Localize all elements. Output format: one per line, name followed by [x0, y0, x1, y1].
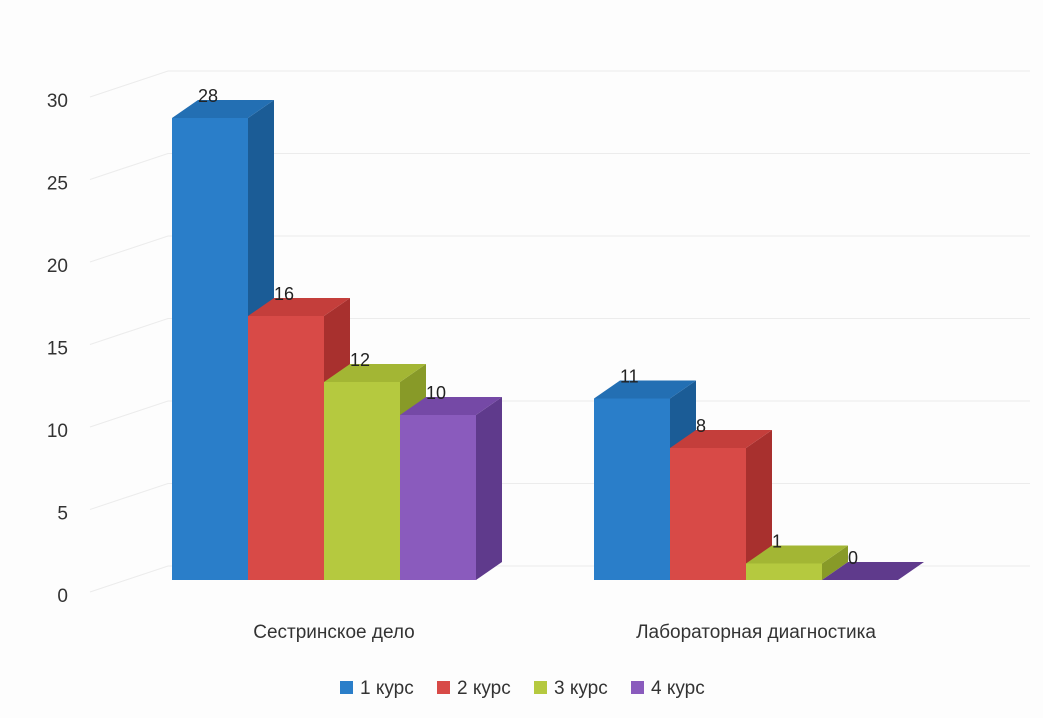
bar-front — [172, 118, 248, 580]
legend-label: 1 курс — [360, 678, 414, 699]
bar-front — [594, 398, 670, 580]
gridline — [89, 235, 1030, 263]
bar-top — [746, 545, 848, 564]
y-tick-label: 15 — [47, 339, 68, 360]
data-label: 28 — [198, 86, 218, 106]
bar-top — [324, 364, 426, 382]
data-label: 11 — [620, 367, 639, 387]
bar-top — [248, 298, 350, 316]
bars — [172, 100, 924, 580]
legend-label: 4 курс — [651, 678, 705, 699]
legend: 1 курс 2 курс 3 курс 4 курс — [340, 678, 705, 699]
legend-swatch — [534, 681, 547, 694]
y-axis-ticks: 0 5 10 15 20 25 30 — [47, 91, 68, 607]
bar-front — [746, 563, 822, 580]
gridline — [89, 318, 1030, 345]
data-label: 1 — [772, 532, 782, 552]
bar-side — [822, 545, 848, 580]
y-tick-label: 20 — [47, 256, 68, 277]
bar-side — [476, 397, 502, 580]
legend-swatch — [437, 681, 450, 694]
legend-label: 3 курс — [554, 678, 608, 699]
bar-top — [670, 430, 772, 448]
bar — [670, 430, 772, 580]
bar-front — [324, 382, 400, 580]
bar-front — [248, 316, 324, 580]
bar-top — [172, 100, 274, 118]
bar-top — [594, 380, 696, 399]
category-label: Лабораторная диагностика — [636, 622, 876, 643]
y-tick-label: 25 — [47, 174, 68, 195]
legend-swatch — [340, 681, 353, 694]
bar-front — [670, 448, 746, 580]
data-label: 16 — [274, 284, 294, 304]
y-tick-label: 5 — [57, 504, 68, 525]
gridline — [89, 70, 1030, 98]
bar-front — [400, 415, 476, 580]
bar-top — [400, 397, 502, 415]
gridline — [89, 153, 1030, 180]
y-tick-label: 30 — [47, 91, 68, 112]
data-label: 10 — [426, 383, 446, 403]
grid — [89, 70, 1030, 593]
category-label: Сестринское дело — [253, 622, 415, 643]
data-label: 0 — [848, 548, 858, 568]
bar — [822, 562, 924, 580]
data-label: 12 — [350, 350, 370, 370]
data-label: 8 — [696, 416, 706, 436]
bar — [400, 397, 502, 580]
legend-swatch — [631, 681, 644, 694]
y-tick-label: 0 — [57, 586, 68, 607]
x-axis-categories: Сестринское дело Лабораторная диагностика — [253, 622, 876, 643]
gridline — [89, 400, 1030, 428]
bar-top — [822, 562, 924, 580]
bar-side — [746, 430, 772, 580]
y-tick-label: 10 — [47, 421, 68, 442]
bar — [746, 545, 848, 580]
legend-label: 2 курс — [457, 678, 511, 699]
